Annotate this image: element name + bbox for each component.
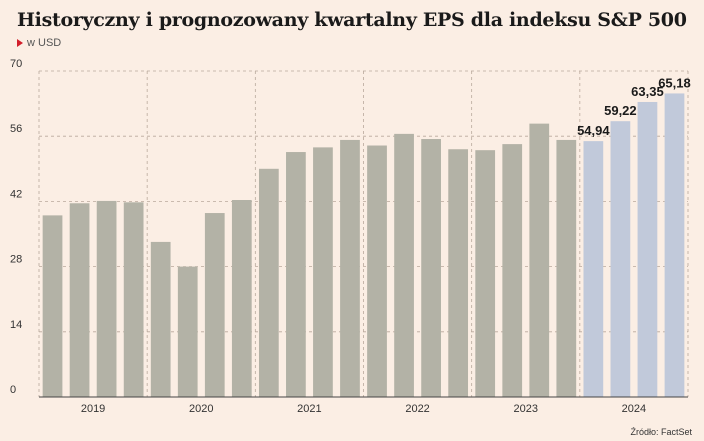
bar: [529, 123, 550, 397]
x-year-label: 2019: [81, 403, 105, 415]
bar: [340, 139, 360, 397]
bar: [448, 149, 469, 397]
x-year-label: 2020: [189, 403, 213, 415]
unit-label: w USD: [27, 37, 62, 49]
bar: [258, 168, 279, 397]
data-label: 59,22: [604, 103, 637, 118]
triangle-marker-icon: [17, 39, 23, 47]
y-tick-label: 14: [10, 319, 22, 331]
y-tick-label: 0: [10, 384, 16, 396]
bar: [394, 133, 414, 397]
bar: [42, 215, 63, 397]
chart-title: Historyczny i prognozowany kwartalny EPS…: [17, 9, 687, 31]
x-year-label: 2021: [297, 403, 321, 415]
bar: [177, 266, 198, 397]
data-label: 54,94: [577, 123, 610, 138]
bar: [367, 145, 387, 397]
data-label: 65,18: [658, 75, 691, 90]
bar: [123, 202, 144, 397]
bar: [583, 141, 604, 397]
bar: [231, 200, 252, 397]
bar: [556, 139, 577, 397]
y-tick-label: 56: [10, 123, 22, 135]
bar: [421, 138, 441, 397]
bar: [313, 147, 333, 397]
x-year-label: 2023: [514, 403, 538, 415]
x-year-label: 2022: [405, 403, 429, 415]
bar: [502, 144, 523, 397]
source-note: Źródło: FactSet: [630, 427, 692, 437]
y-tick-label: 42: [10, 188, 22, 200]
chart-subtitle: w USD: [17, 37, 61, 49]
bar: [475, 150, 496, 397]
bar: [69, 203, 90, 397]
bar: [204, 213, 225, 397]
bar: [96, 200, 117, 397]
x-year-label: 2024: [622, 403, 646, 415]
bar: [637, 101, 658, 397]
y-tick-label: 28: [10, 254, 22, 266]
data-label: 63,35: [631, 84, 664, 99]
y-tick-label: 70: [10, 58, 22, 70]
bar: [150, 241, 171, 397]
bar: [286, 152, 306, 397]
bar: [610, 121, 631, 397]
bar: [664, 93, 685, 398]
